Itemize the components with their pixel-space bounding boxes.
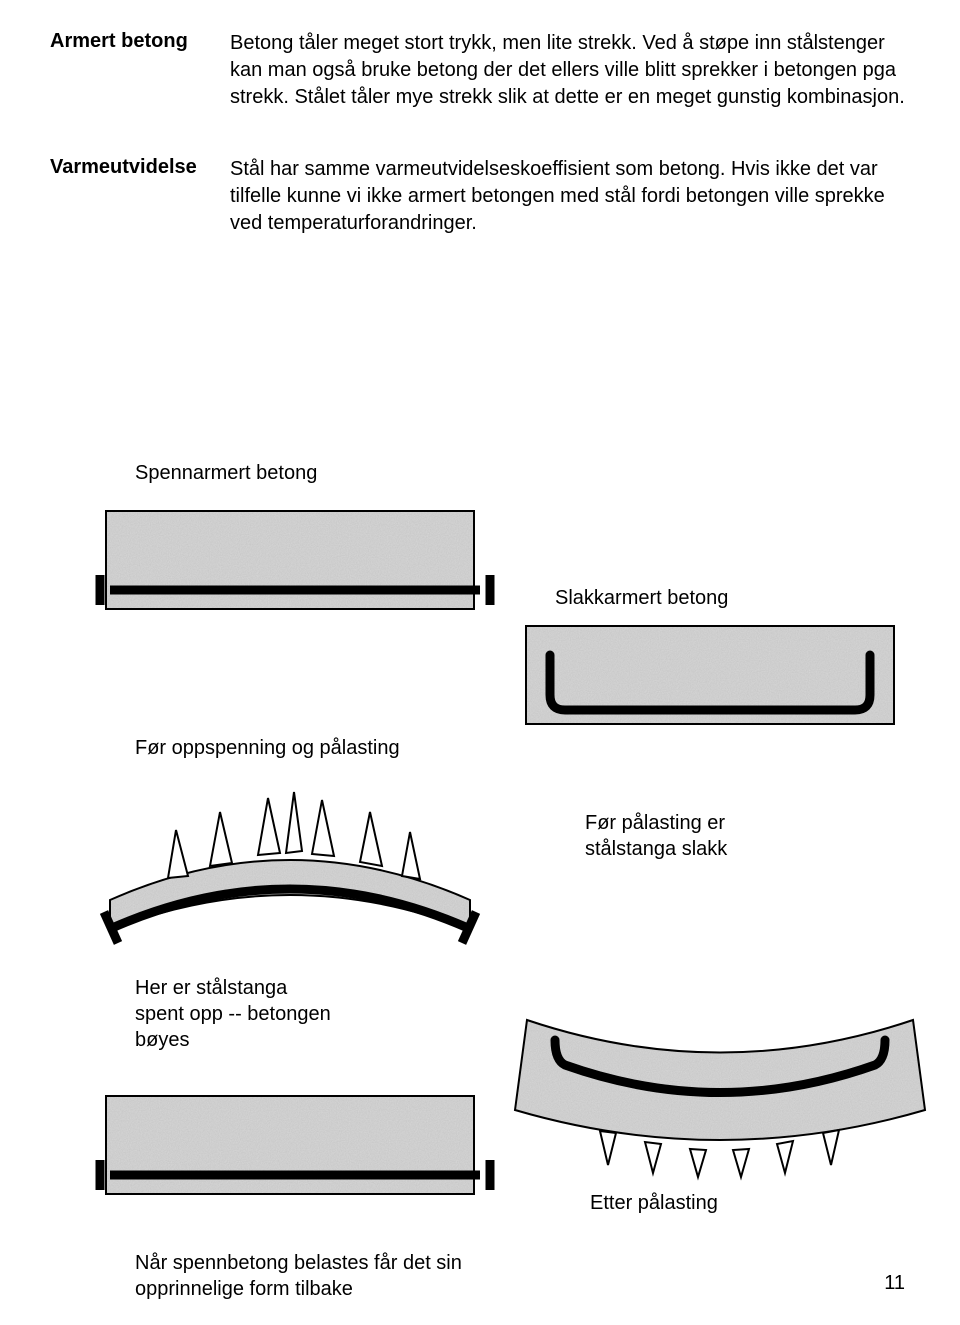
term-varmeutvidelse: Varmeutvidelse bbox=[50, 156, 230, 237]
body-varmeutvidelse: Stål har samme varmeutvidelseskoeffisien… bbox=[230, 156, 910, 237]
definition-armert-betong: Armert betong Betong tåler meget stort t… bbox=[50, 30, 910, 111]
label-spennarmert: Spennarmert betong bbox=[135, 460, 317, 486]
label-etter-paalasting: Etter pålasting bbox=[590, 1190, 718, 1216]
diagram-spenn-cracked bbox=[90, 780, 490, 935]
label-naar-spennbetong: Når spennbetong belastes får det sin opp… bbox=[135, 1250, 535, 1302]
definition-varmeutvidelse: Varmeutvidelse Stål har samme varmeutvid… bbox=[50, 156, 910, 237]
diagram-spenn-after-rebar bbox=[90, 1090, 490, 1205]
diagram-slakk-bent bbox=[515, 1005, 925, 1170]
label-foer-paalasting: Før pålasting er stålstanga slakk bbox=[585, 810, 785, 862]
diagram-slakk-before-rebar bbox=[525, 625, 895, 725]
label-her-stalstanga: Her er stålstanga spent opp -- betongen … bbox=[135, 975, 335, 1053]
diagram-spenn-before-rebar bbox=[90, 505, 490, 620]
body-armert-betong: Betong tåler meget stort trykk, men lite… bbox=[230, 30, 910, 111]
page-number: 11 bbox=[884, 1272, 905, 1295]
label-slakkarmert: Slakkarmert betong bbox=[555, 585, 728, 611]
term-armert-betong: Armert betong bbox=[50, 30, 230, 111]
label-foer-oppspenning: Før oppspenning og pålasting bbox=[135, 735, 400, 761]
